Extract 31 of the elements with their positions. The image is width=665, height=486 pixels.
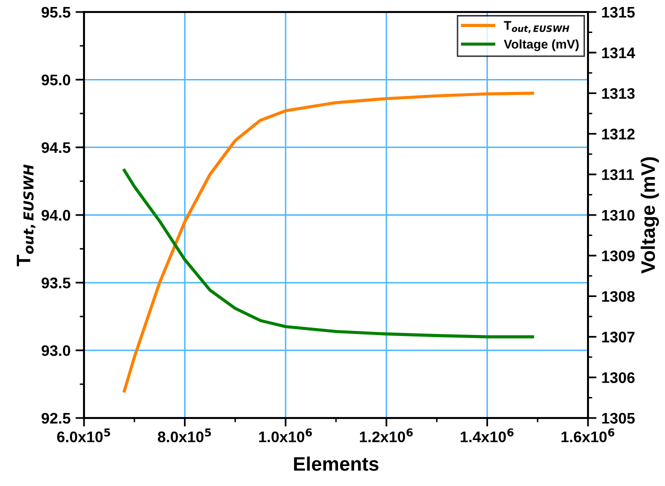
x-tick-label: 1.4x10$^{6}$ bbox=[460, 428, 514, 442]
y-tick-label: 95.0 bbox=[42, 74, 70, 86]
y2-tick-label: 1311 bbox=[602, 169, 634, 180]
y-tick-label: 93.0 bbox=[42, 345, 70, 356]
x-tick-label: 6.0x10$^{5}$ bbox=[57, 428, 110, 442]
y2-tick-label: 1308 bbox=[602, 291, 635, 302]
legend-label: T$_{out,EUSWH}$ bbox=[504, 21, 570, 34]
y2-tick-label: 1306 bbox=[602, 372, 635, 384]
y-tick-label: 94.5 bbox=[42, 142, 70, 154]
y2-tick-label: 1310 bbox=[602, 210, 635, 221]
y-tick-label: 94.0 bbox=[42, 210, 70, 221]
x-tick-label: 8.0x10$^{5}$ bbox=[158, 428, 211, 442]
y2-tick-label: 1309 bbox=[602, 250, 635, 262]
y2-tick-label: 1314 bbox=[602, 47, 636, 58]
x-tick-label: 1.6x10$^{6}$ bbox=[562, 428, 614, 442]
y2-tick-label: 1305 bbox=[602, 412, 635, 424]
line-series bbox=[122, 92, 534, 392]
y-axis-title: T$_{out,EUSWH}$ bbox=[16, 164, 36, 266]
x-tick-label: 1.2x10$^{6}$ bbox=[360, 428, 413, 442]
y-tick-label: 95.5 bbox=[42, 6, 70, 18]
y-tick-label: 93.5 bbox=[42, 278, 70, 288]
y2-tick-label: 1307 bbox=[602, 332, 635, 343]
y-tick-label: 92.5 bbox=[42, 412, 70, 424]
x-tick-label: 1.0x10$^{6}$ bbox=[259, 428, 312, 442]
legend-label: Voltage (mV) bbox=[504, 39, 579, 52]
y2-tick-label: 1315 bbox=[602, 6, 635, 18]
line-series bbox=[122, 168, 534, 338]
y2-tick-label: 1312 bbox=[602, 128, 635, 140]
y2-tick-label: 1313 bbox=[602, 88, 635, 99]
y2-axis-title: Voltage (mV) bbox=[640, 157, 659, 274]
x-axis-title: Elements bbox=[294, 456, 378, 471]
